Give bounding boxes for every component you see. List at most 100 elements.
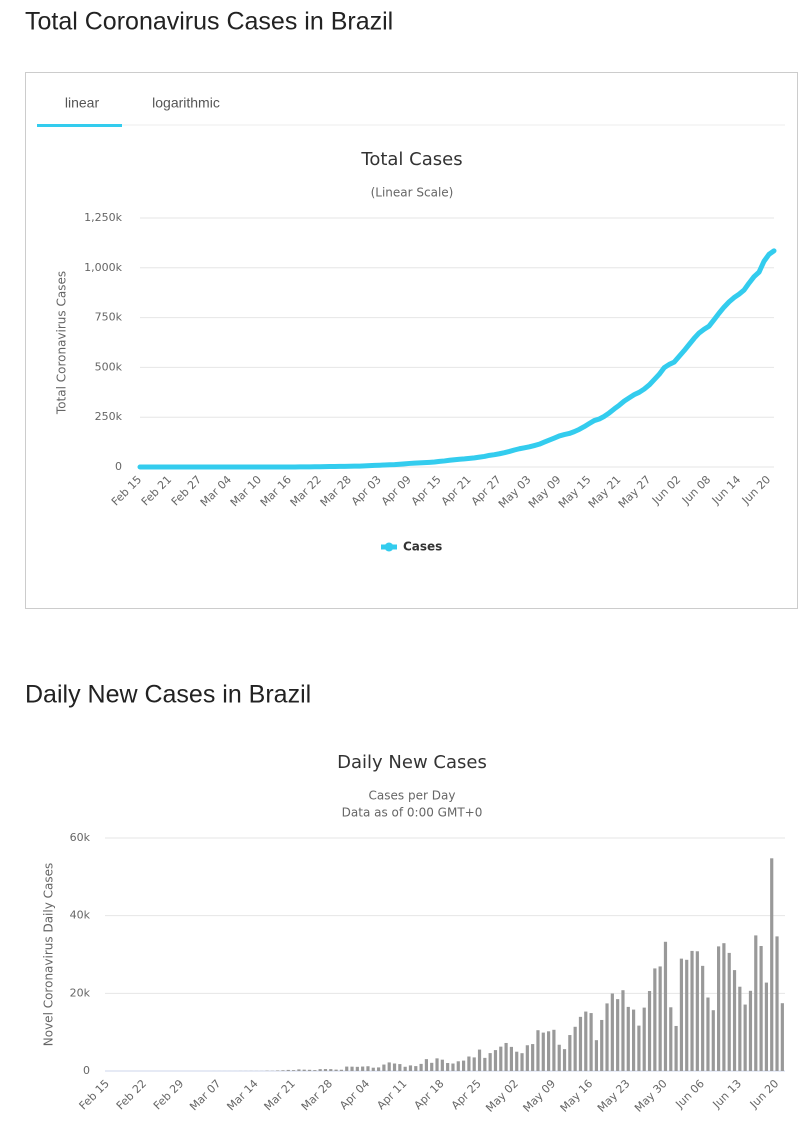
bar [451, 1063, 455, 1071]
bar [610, 993, 614, 1071]
bar [472, 1057, 476, 1071]
bar [605, 1003, 609, 1071]
x-tick-label: May 15 [556, 473, 594, 511]
bar [350, 1066, 354, 1071]
bar [669, 1007, 673, 1071]
bar [568, 1035, 572, 1071]
x-tick-label: Mar 10 [228, 473, 264, 509]
bar [313, 1070, 317, 1071]
x-tick-label: May 16 [558, 1077, 596, 1115]
bar [658, 966, 662, 1071]
x-tick-label: Mar 28 [299, 1077, 335, 1113]
x-tick-label: Apr 03 [349, 473, 384, 508]
bar [701, 965, 705, 1071]
x-tick-label: Mar 07 [187, 1077, 223, 1113]
bar [578, 1016, 583, 1071]
x-tick-label: Mar 21 [262, 1077, 298, 1113]
x-tick-label: Jun 13 [710, 1077, 744, 1111]
x-tick-label: Feb 22 [114, 1077, 149, 1112]
bar [520, 1053, 524, 1071]
bar [408, 1065, 413, 1071]
bar [392, 1063, 397, 1071]
bar [297, 1069, 301, 1071]
x-tick-label: Apr 15 [409, 473, 444, 508]
y-tick-label: 250k [95, 410, 123, 423]
bar [382, 1064, 386, 1071]
bar [780, 1003, 784, 1071]
bar [748, 990, 753, 1071]
y-axis-label: Novel Coronavirus Daily Cases [42, 863, 56, 1046]
x-tick-label: Apr 21 [439, 473, 474, 508]
bar [276, 1070, 280, 1071]
bar [424, 1059, 428, 1071]
y-tick-label: 40k [70, 909, 91, 922]
bar [477, 1049, 482, 1071]
bar [361, 1066, 365, 1071]
bar [371, 1067, 375, 1071]
bar [446, 1063, 450, 1071]
x-tick-label: Feb 27 [169, 473, 204, 508]
y-tick-label: 750k [95, 311, 123, 324]
bar [711, 1010, 715, 1071]
bar [398, 1064, 402, 1071]
bar [626, 1006, 630, 1071]
bar [770, 858, 774, 1071]
y-tick-label: 1,250k [84, 211, 122, 224]
bar [355, 1066, 359, 1071]
bar [430, 1062, 434, 1071]
bar [323, 1069, 328, 1071]
x-tick-label: Apr 04 [337, 1077, 372, 1112]
bar [329, 1069, 333, 1071]
chart-subtitle: Cases per Day [369, 789, 456, 803]
bar [462, 1060, 466, 1071]
legend-symbol [384, 542, 394, 552]
bar [632, 1009, 636, 1071]
bar [557, 1044, 561, 1071]
bar [647, 991, 652, 1071]
bar [547, 1031, 551, 1071]
bar [552, 1029, 556, 1071]
legend-label: Cases [403, 540, 442, 554]
x-tick-label: Mar 22 [288, 473, 324, 509]
x-tick-label: May 09 [526, 473, 564, 511]
bar [281, 1070, 285, 1071]
bar [307, 1069, 312, 1071]
bar [695, 951, 699, 1071]
x-tick-label: Jun 14 [709, 473, 743, 507]
tab-logarithmic[interactable]: logarithmic [152, 95, 220, 111]
bar [499, 1046, 503, 1071]
bar [600, 1019, 604, 1071]
bar [679, 958, 683, 1071]
bar [562, 1049, 567, 1071]
x-tick-label: May 03 [496, 473, 534, 511]
x-tick-label: May 09 [520, 1077, 558, 1115]
y-tick-label: 0 [115, 460, 122, 473]
x-tick-label: Apr 11 [374, 1077, 409, 1112]
bar [642, 1007, 646, 1071]
bar [387, 1062, 391, 1071]
bar [637, 1025, 641, 1071]
bar [685, 959, 689, 1071]
bar [531, 1044, 535, 1071]
x-tick-label: Mar 28 [318, 473, 354, 509]
y-axis-label: Total Coronavirus Cases [55, 271, 69, 415]
bar [616, 999, 620, 1071]
bar [541, 1032, 545, 1071]
bar [435, 1058, 439, 1071]
bar [467, 1056, 471, 1071]
bar [722, 943, 726, 1071]
x-tick-label: Jun 20 [739, 473, 773, 507]
x-tick-label: Jun 06 [672, 1077, 706, 1111]
bar [345, 1066, 349, 1071]
bar [584, 1011, 588, 1071]
bar [318, 1069, 322, 1071]
bar [764, 982, 768, 1071]
bar [674, 1025, 678, 1071]
chart-subtitle: (Linear Scale) [371, 186, 454, 200]
bar [525, 1045, 529, 1071]
bar [414, 1066, 418, 1071]
bar [589, 1013, 593, 1071]
bar [743, 1004, 747, 1071]
tab-linear[interactable]: linear [65, 95, 100, 111]
